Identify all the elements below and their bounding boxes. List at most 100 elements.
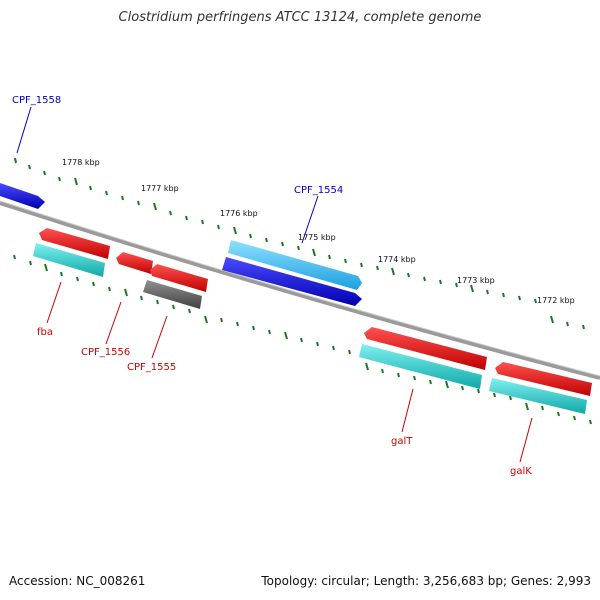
gene-fba[interactable]	[33, 228, 110, 277]
tick-mark	[550, 315, 554, 324]
tick-mark	[252, 325, 255, 331]
scale-label: 1778 kbp	[62, 158, 100, 167]
tick-mark	[470, 284, 474, 293]
tick-mark	[365, 362, 369, 371]
gene-galT[interactable]	[359, 327, 487, 389]
tick-mark	[140, 295, 143, 301]
tick-mark	[534, 298, 537, 304]
gene-label-fba[interactable]: fba	[37, 327, 53, 338]
tick-mark	[236, 321, 239, 327]
tick-mark	[249, 233, 252, 239]
callout-line-CPF_1555	[151, 315, 168, 359]
tick-mark	[137, 200, 140, 206]
tick-mark	[105, 190, 108, 196]
tick-mark	[407, 272, 410, 278]
gene-galK[interactable]	[489, 362, 592, 414]
tick-mark	[201, 219, 204, 225]
tick-mark	[360, 262, 363, 268]
scale-labels: 1778 kbp 1777 kbp 1776 kbp 1775 kbp 1774…	[62, 158, 575, 305]
tick-mark	[429, 379, 432, 385]
gene-arrow-cds[interactable]	[33, 243, 105, 277]
gene-label-CPF_1554[interactable]: CPF_1554	[294, 185, 343, 196]
tick-mark	[58, 176, 61, 182]
tick-mark	[502, 292, 505, 298]
tick-mark	[573, 415, 576, 421]
tick-mark	[509, 395, 512, 401]
gene-arrow-cds[interactable]	[228, 240, 362, 290]
callout-line-galT	[401, 388, 414, 433]
tick-mark	[439, 279, 442, 285]
tick-mark	[493, 392, 496, 398]
tick-mark	[348, 349, 351, 355]
gene-arrow[interactable]	[222, 257, 362, 306]
callout-lines	[16, 106, 533, 463]
tick-mark	[284, 331, 288, 340]
tick-mark	[185, 215, 188, 221]
gene-label-galT[interactable]: galT	[391, 436, 413, 447]
gene-CPF_1554[interactable]	[222, 240, 362, 306]
tick-mark	[172, 304, 175, 310]
tick-mark	[486, 289, 489, 295]
gene-arrow[interactable]	[116, 252, 153, 274]
tick-mark	[477, 388, 480, 394]
tick-mark	[217, 224, 220, 230]
tick-mark	[124, 288, 128, 297]
tick-mark	[281, 241, 284, 247]
tick-mark	[332, 345, 335, 351]
gene-label-galK[interactable]: galK	[510, 466, 532, 477]
tick-mark	[518, 295, 521, 301]
scale-label: 1772 kbp	[537, 296, 575, 305]
tick-mark	[265, 237, 268, 243]
gene-arrow[interactable]	[39, 228, 110, 259]
tick-mark	[316, 341, 319, 347]
tick-mark	[391, 267, 395, 276]
tick-mark	[89, 185, 92, 191]
tick-mark	[74, 177, 78, 186]
tick-mark	[328, 254, 331, 260]
tick-mark	[541, 405, 544, 411]
callout-line-CPF_1558	[16, 106, 32, 154]
gene-arrow-pseudo[interactable]	[143, 280, 202, 309]
tick-mark	[29, 260, 32, 266]
tick-mark	[582, 324, 585, 330]
tick-mark	[344, 258, 347, 264]
callout-line-galK	[519, 417, 533, 463]
scale-label: 1773 kbp	[457, 276, 495, 285]
tick-mark	[108, 286, 111, 292]
gene-CPF_1556[interactable]	[116, 252, 153, 274]
gene-CPF_1558[interactable]	[0, 183, 45, 209]
tick-mark	[525, 402, 529, 411]
gene-CPF_1555[interactable]	[143, 264, 208, 309]
tick-mark	[557, 411, 560, 417]
map-title: Clostridium perfringens ATCC 13124, comp…	[118, 10, 482, 25]
gene-label-CPF_1556[interactable]: CPF_1556	[81, 347, 130, 358]
tick-mark	[268, 329, 271, 335]
tick-mark	[121, 195, 124, 201]
gene-arrow-cds[interactable]	[359, 344, 482, 389]
callout-line-fba	[46, 281, 62, 324]
tick-mark	[297, 245, 300, 251]
tick-mark	[376, 265, 379, 271]
tick-mark	[461, 385, 464, 391]
tick-mark	[233, 226, 237, 235]
gene-labels: CPF_1558 CPF_1554 fba CPF_1556 CPF_1555 …	[12, 95, 532, 477]
gene-arrow[interactable]	[495, 362, 592, 396]
tick-mark	[43, 170, 46, 176]
scale-label: 1776 kbp	[220, 209, 258, 218]
genome-summary-text: Topology: circular; Length: 3,256,683 bp…	[261, 574, 591, 588]
tick-mark	[589, 419, 592, 425]
gene-label-CPF_1555[interactable]: CPF_1555	[127, 362, 176, 373]
gene-arrow[interactable]	[150, 264, 208, 292]
tick-mark	[312, 248, 316, 257]
inner-tick-track	[13, 254, 592, 425]
tick-mark	[60, 271, 63, 277]
gene-arrow-cds[interactable]	[489, 378, 587, 414]
gene-arrow[interactable]	[0, 183, 45, 209]
tick-mark	[423, 276, 426, 282]
gene-arrow[interactable]	[364, 327, 487, 370]
gene-label-CPF_1558[interactable]: CPF_1558	[12, 95, 61, 106]
tick-mark	[204, 315, 208, 324]
tick-mark	[188, 308, 191, 314]
